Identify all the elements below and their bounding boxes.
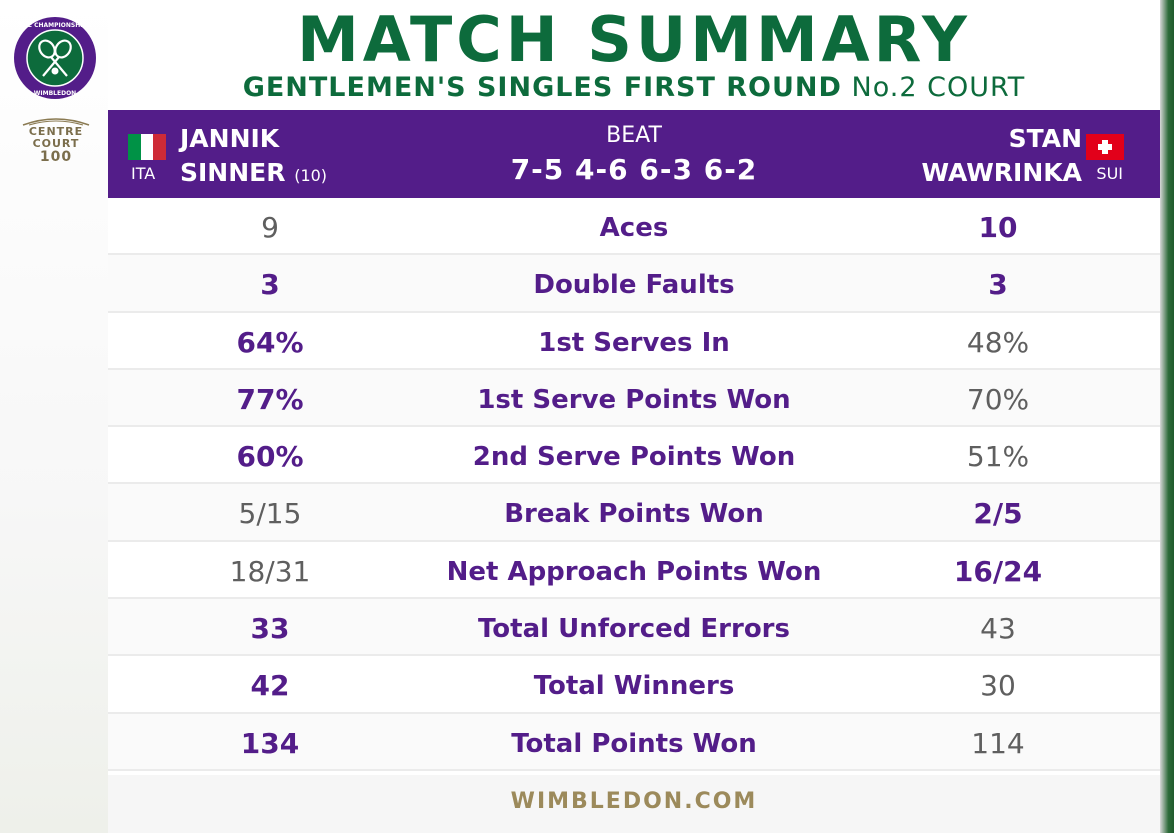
stat-left-value: 60% xyxy=(236,440,304,474)
stat-label: 1st Serves In xyxy=(538,327,730,358)
stat-label: Total Winners xyxy=(533,671,735,702)
stat-left-value: 64% xyxy=(236,325,304,359)
stat-row: 3 Double Faults 3 xyxy=(108,255,1160,313)
centre-court-100-logo: CENTRE COURT 100 xyxy=(18,116,94,178)
stat-row: 64% 1st Serves In 48% xyxy=(108,313,1160,370)
left-country-code: ITA xyxy=(131,164,156,183)
result-label: BEAT xyxy=(606,123,662,148)
svg-text:WIMBLEDON: WIMBLEDON xyxy=(34,90,76,97)
stat-row: 5/15 Break Points Won 2/5 xyxy=(108,484,1160,542)
stat-label: 2nd Serve Points Won xyxy=(472,442,796,473)
stat-left-value: 18/31 xyxy=(229,554,311,588)
left-player-first: JANNIK xyxy=(180,124,280,153)
roof-arc-icon xyxy=(22,118,90,126)
stat-left-value: 33 xyxy=(250,612,290,646)
centre-court-line1: CENTRE xyxy=(28,125,84,138)
stat-right-value: 10 xyxy=(978,211,1018,244)
svg-text:THE CHAMPIONSHIPS: THE CHAMPIONSHIPS xyxy=(19,22,91,29)
stat-label: Double Faults xyxy=(533,270,735,301)
event-name: GENTLEMEN'S SINGLES FIRST ROUND xyxy=(242,72,842,103)
stat-right-value: 114 xyxy=(971,726,1025,760)
stat-label: Break Points Won xyxy=(504,499,764,530)
right-player-first: STAN xyxy=(1008,124,1082,153)
stat-row: 18/31 Net Approach Points Won 16/24 xyxy=(108,542,1160,600)
right-player-last: WAWRINKA xyxy=(921,158,1082,187)
switzerland-flag-icon xyxy=(1086,134,1124,160)
event-subtitle: GENTLEMEN'S SINGLES FIRST ROUND No.2 COU… xyxy=(108,70,1160,106)
stat-label: Total Points Won xyxy=(511,728,757,759)
stat-row: 77% 1st Serve Points Won 70% xyxy=(108,369,1160,428)
court-name: No.2 COURT xyxy=(851,72,1026,103)
page-title: MATCH SUMMARY xyxy=(297,3,971,76)
stat-right-value: 30 xyxy=(980,669,1016,703)
match-score: 7-5 4-6 6-3 6-2 xyxy=(510,153,758,186)
left-player-seed: (10) xyxy=(294,166,328,185)
right-country-code: SUI xyxy=(1096,164,1123,183)
stat-left-value: 134 xyxy=(240,726,300,760)
right-edge-strip xyxy=(1160,0,1174,833)
stat-right-value: 70% xyxy=(966,382,1030,416)
stat-row: 134 Total Points Won 114 xyxy=(108,713,1160,771)
stats-table: 9 Aces 10 3 Double Faults 3 64% 1st Serv… xyxy=(108,198,1160,771)
stat-left-value: 42 xyxy=(250,669,290,703)
right-player-name: STAN WAWRINKA xyxy=(922,122,1082,190)
players-header: ITA JANNIK SINNER (10) BEAT 7-5 4-6 6-3 … xyxy=(108,110,1160,198)
stat-left-value: 77% xyxy=(236,382,304,416)
stat-right-value: 48% xyxy=(966,325,1030,359)
stat-right-value: 51% xyxy=(966,440,1030,474)
stat-right-value: 43 xyxy=(980,612,1016,646)
left-player-name: JANNIK SINNER (10) xyxy=(180,122,327,193)
stat-label: Net Approach Points Won xyxy=(446,556,822,587)
match-summary-panel: MATCH SUMMARY GENTLEMEN'S SINGLES FIRST … xyxy=(108,0,1160,833)
stat-right-value: 2/5 xyxy=(973,497,1023,531)
centre-court-line2: COURT xyxy=(32,137,80,150)
stat-row: 9 Aces 10 xyxy=(108,198,1160,256)
footer-url: WIMBLEDON.COM xyxy=(108,775,1160,833)
stat-right-value: 16/24 xyxy=(953,554,1043,588)
stat-right-value: 3 xyxy=(988,268,1008,302)
stat-row: 33 Total Unforced Errors 43 xyxy=(108,599,1160,657)
stat-label: Total Unforced Errors xyxy=(478,614,790,645)
stat-left-value: 3 xyxy=(260,268,280,302)
left-sidebar-strip: THE CHAMPIONSHIPS WIMBLEDON CENTRE COURT… xyxy=(0,0,108,833)
stat-label: Aces xyxy=(599,213,669,243)
stat-row: 42 Total Winners 30 xyxy=(108,656,1160,714)
stat-left-value: 9 xyxy=(261,211,279,244)
left-player-last: SINNER xyxy=(180,158,286,187)
stat-label: 1st Serve Points Won xyxy=(477,384,791,415)
stat-row: 60% 2nd Serve Points Won 51% xyxy=(108,427,1160,485)
italy-flag-icon xyxy=(128,134,167,160)
wimbledon-logo: THE CHAMPIONSHIPS WIMBLEDON xyxy=(14,17,96,99)
stat-left-value: 5/15 xyxy=(238,497,302,531)
centre-court-number: 100 xyxy=(39,149,73,165)
